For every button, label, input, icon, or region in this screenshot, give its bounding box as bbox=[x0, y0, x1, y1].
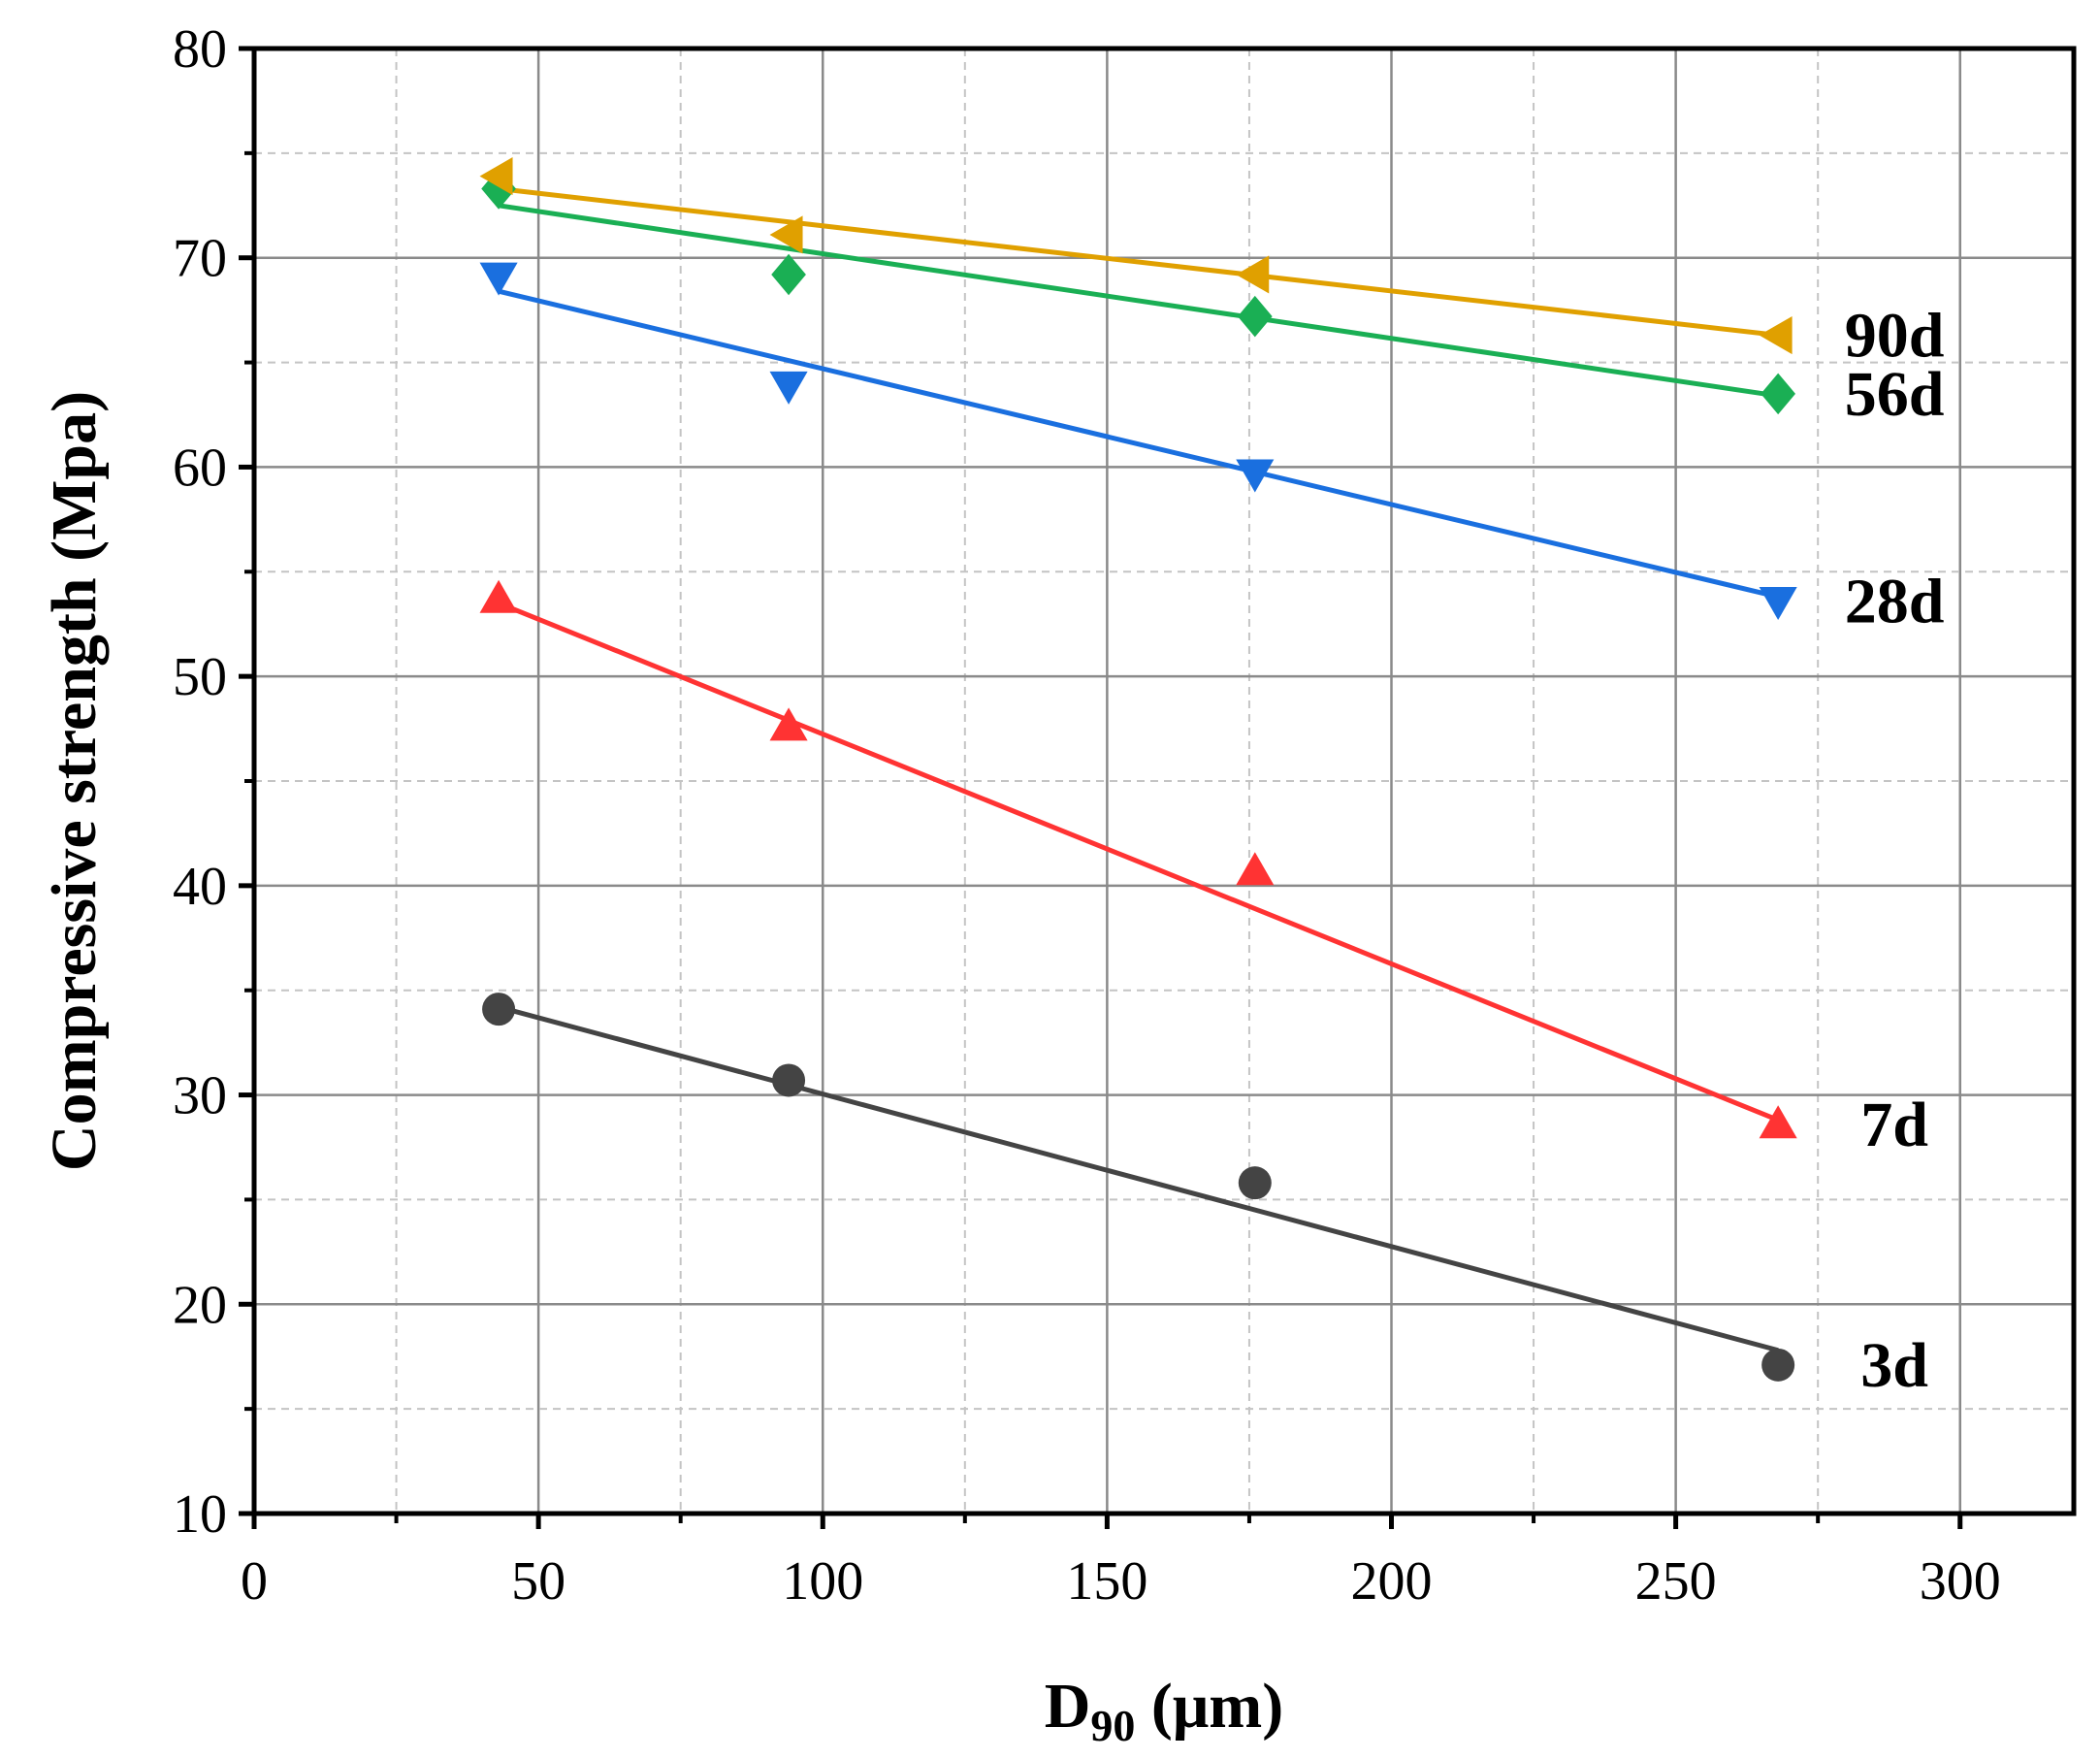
x-tick-label: 300 bbox=[1920, 1551, 2001, 1612]
x-axis-title: D90 (μm) bbox=[1045, 1671, 1284, 1750]
fit-line-90d bbox=[498, 186, 1779, 339]
series-label-3d: 3d bbox=[1860, 1330, 1928, 1401]
x-tick-label: 100 bbox=[782, 1551, 863, 1612]
point-56d bbox=[771, 253, 806, 296]
fit-line-56d bbox=[498, 203, 1779, 399]
point-28d bbox=[479, 262, 518, 296]
series-label-28d: 28d bbox=[1845, 566, 1945, 636]
series-label-90d: 90d bbox=[1845, 301, 1945, 372]
x-tick-label: 250 bbox=[1635, 1551, 1717, 1612]
y-axis-title: Compressive strength (Mpa) bbox=[39, 391, 110, 1171]
x-axis-title-unit: (μm) bbox=[1135, 1671, 1283, 1742]
x-tick-label: 50 bbox=[511, 1551, 565, 1612]
y-tick-label: 80 bbox=[173, 19, 227, 80]
x-tick-label: 200 bbox=[1351, 1551, 1433, 1612]
point-7d bbox=[769, 707, 808, 741]
series-label-7d: 7d bbox=[1860, 1090, 1928, 1160]
fit-lines bbox=[498, 186, 1780, 1353]
y-tick-label: 20 bbox=[173, 1275, 227, 1335]
point-56d bbox=[1237, 295, 1273, 338]
y-tick-label: 10 bbox=[173, 1484, 227, 1545]
point-7d bbox=[1236, 852, 1275, 886]
point-56d bbox=[1761, 373, 1795, 415]
point-3d bbox=[1761, 1348, 1795, 1382]
point-28d bbox=[1236, 459, 1275, 493]
axis-ticks: 0 50 100 150 200 250 300 10 20 30 40 50 60 70 80 bbox=[173, 19, 2001, 1612]
x-axis-title-main: D bbox=[1045, 1671, 1091, 1742]
data-markers bbox=[479, 157, 1797, 1382]
y-tick-label: 70 bbox=[173, 229, 227, 289]
point-90d bbox=[769, 215, 803, 254]
fit-line-3d bbox=[498, 1004, 1779, 1353]
point-90d bbox=[1759, 315, 1793, 355]
point-28d bbox=[769, 371, 808, 405]
x-tick-label: 150 bbox=[1066, 1551, 1147, 1612]
point-90d bbox=[1236, 255, 1270, 294]
y-tick-label: 50 bbox=[173, 647, 227, 707]
point-7d bbox=[479, 579, 518, 613]
fit-line-28d bbox=[498, 288, 1779, 600]
series-label-56d: 56d bbox=[1845, 359, 1945, 430]
point-3d bbox=[482, 993, 516, 1026]
point-28d bbox=[1759, 587, 1797, 621]
x-axis-title-subscript: 90 bbox=[1090, 1701, 1135, 1750]
fit-line-7d bbox=[498, 601, 1780, 1123]
x-tick-label: 0 bbox=[241, 1551, 268, 1612]
point-90d bbox=[479, 157, 513, 196]
point-3d bbox=[1238, 1166, 1272, 1200]
y-tick-label: 30 bbox=[173, 1066, 227, 1126]
grid bbox=[254, 49, 2074, 1514]
point-7d bbox=[1759, 1105, 1797, 1139]
point-3d bbox=[772, 1063, 806, 1097]
y-tick-label: 60 bbox=[173, 438, 227, 498]
y-tick-label: 40 bbox=[173, 857, 227, 917]
